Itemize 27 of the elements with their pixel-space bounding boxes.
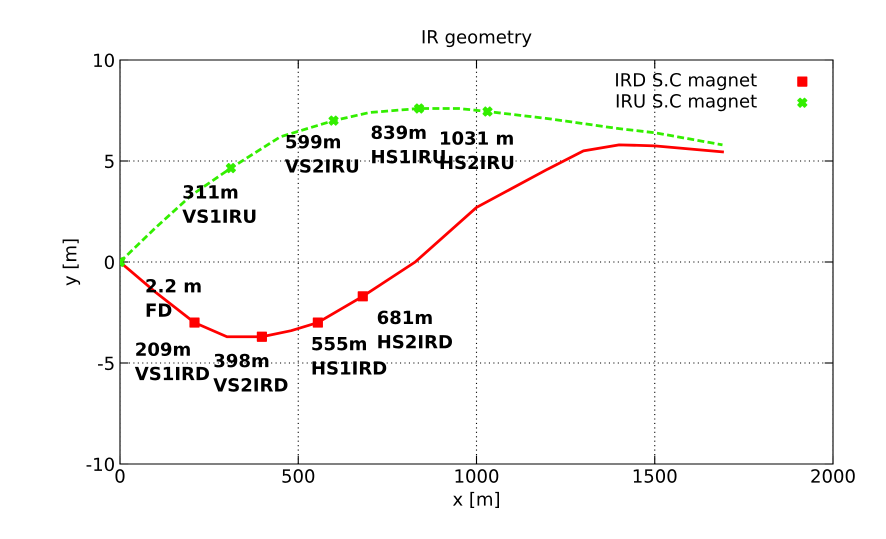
y-tick-label: -10 — [86, 457, 114, 472]
x-tick-label: 1000 — [456, 469, 498, 483]
legend-label: IRD S.C magnet — [616, 72, 757, 90]
annotation: 599m VS2IRU — [285, 134, 358, 173]
y-tick-label: -5 — [98, 356, 114, 370]
x-tick-label: 500 — [282, 469, 314, 483]
y-axis-title: y [m] — [62, 240, 80, 286]
x-axis-title: x [m] — [452, 492, 499, 508]
annotation: 681m HS2IRD — [378, 310, 452, 349]
point — [482, 106, 493, 117]
y-tick-label: 5 — [105, 154, 114, 168]
point — [256, 332, 267, 342]
x-tick-label: 0 — [115, 469, 125, 483]
y-tick-label: 0 — [104, 255, 114, 270]
point — [312, 318, 323, 328]
point — [226, 162, 236, 174]
y-tick-label: 10 — [94, 53, 114, 68]
annotation: 398m VS2IRD — [213, 354, 288, 392]
x-tick-label: 1500 — [634, 469, 677, 483]
point — [414, 103, 424, 114]
chart-title: IR geometry — [422, 30, 532, 48]
legend-label: IRU S.C magnet — [616, 94, 757, 112]
point — [328, 116, 339, 126]
point — [189, 318, 200, 328]
x-tick-label: 2000 — [811, 469, 855, 483]
point — [358, 291, 368, 302]
annotation: 209m VS1IRD — [134, 342, 209, 380]
